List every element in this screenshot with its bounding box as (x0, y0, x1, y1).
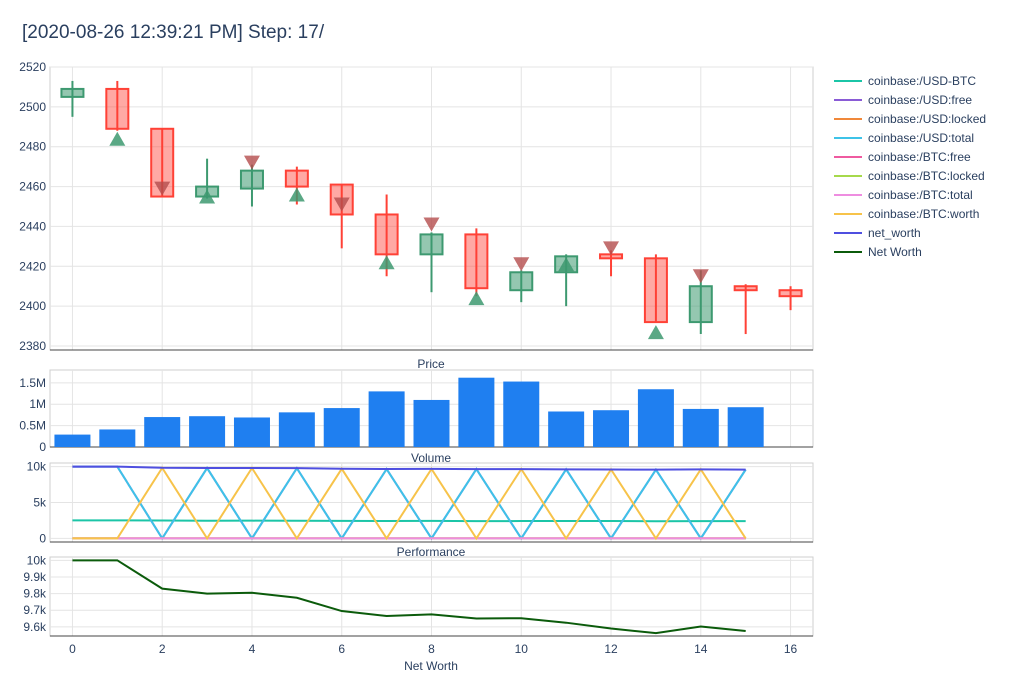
series-line (72, 519, 746, 523)
volume-bar (503, 381, 540, 447)
x-tick-label: 14 (694, 642, 708, 656)
legend-item: Net Worth (868, 245, 922, 259)
y-tick-label: 2440 (19, 219, 46, 233)
y-tick-label: 9.8k (23, 587, 47, 601)
volume-bar (233, 417, 270, 447)
y-tick-label: 0 (39, 440, 46, 454)
x-axis-label: Net Worth (404, 659, 458, 673)
y-tick-label: 2380 (19, 339, 46, 353)
candle-body (778, 289, 803, 298)
candle-body (419, 233, 444, 256)
y-tick-label: 9.7k (23, 603, 47, 617)
y-tick-label: 9.6k (23, 620, 47, 634)
volume-bar (682, 408, 719, 447)
series-line (72, 465, 747, 541)
sell-marker (333, 197, 350, 212)
volume-bar (323, 408, 360, 447)
panel-title-price: Price (417, 357, 445, 371)
sell-marker (692, 269, 709, 284)
buy-marker (647, 325, 664, 340)
candle-body (733, 285, 758, 292)
legend-item: coinbase:/USD:free (868, 93, 972, 107)
y-tick-label: 2420 (19, 259, 46, 273)
legend-item: coinbase:/BTC:total (868, 188, 973, 202)
buy-marker (558, 257, 575, 272)
candle-body (464, 233, 489, 290)
legend-item: coinbase:/USD-BTC (868, 74, 976, 88)
y-tick-label: 2500 (19, 100, 46, 114)
y-tick-label: 10k (27, 553, 47, 567)
sell-marker (513, 257, 530, 272)
legend-item: coinbase:/USD:locked (868, 112, 986, 126)
x-tick-label: 12 (604, 642, 618, 656)
x-tick-label: 16 (784, 642, 798, 656)
buy-marker (378, 255, 395, 270)
y-tick-label: 2460 (19, 180, 46, 194)
candle-body (60, 87, 85, 98)
volume-bar (727, 407, 764, 447)
volume-bar (593, 410, 630, 447)
sell-marker (154, 181, 171, 196)
buy-marker (468, 291, 485, 306)
volume-bar (458, 377, 495, 447)
sell-marker (243, 155, 260, 170)
x-tick-label: 0 (69, 642, 76, 656)
legend-item: net_worth (868, 226, 921, 240)
candle-body (688, 285, 713, 324)
candle-body (509, 271, 534, 292)
buy-marker (288, 187, 305, 202)
volume-bar (278, 412, 315, 447)
candle-body (284, 169, 309, 188)
candle-body (374, 213, 399, 256)
volume-bar (548, 411, 585, 447)
sell-marker (603, 241, 620, 256)
legend-item: coinbase:/BTC:free (868, 150, 971, 164)
chart-title: [2020-08-26 12:39:21 PM] Step: 17/ (22, 22, 325, 43)
y-tick-label: 1M (29, 397, 46, 411)
sell-marker (423, 217, 440, 232)
buy-marker (199, 189, 216, 204)
volume-bar (189, 416, 226, 447)
y-tick-label: 0 (39, 531, 46, 545)
y-tick-label: 10k (27, 460, 47, 474)
candle-body (239, 169, 264, 190)
y-tick-label: 9.9k (23, 570, 47, 584)
volume-bar (413, 399, 450, 447)
x-tick-label: 10 (515, 642, 529, 656)
x-tick-label: 4 (249, 642, 256, 656)
series-line (72, 465, 746, 471)
y-tick-label: 1.5M (19, 376, 46, 390)
y-tick-label: 2400 (19, 299, 46, 313)
x-tick-label: 6 (338, 642, 345, 656)
panel-title-performance: Performance (397, 545, 466, 559)
volume-bar (637, 389, 674, 447)
candle-body (150, 127, 175, 198)
y-tick-label: 2520 (19, 60, 46, 74)
legend-item: coinbase:/USD:total (868, 131, 974, 145)
buy-marker (109, 131, 126, 146)
panel-title-volume: Volume (411, 451, 451, 465)
volume-bar (144, 417, 181, 447)
y-tick-label: 5k (33, 496, 47, 510)
series-line (72, 559, 746, 635)
y-tick-label: 2480 (19, 140, 46, 154)
candle-body (105, 87, 130, 130)
candle-body (643, 257, 668, 324)
x-tick-label: 8 (428, 642, 435, 656)
y-tick-label: 0.5M (19, 419, 46, 433)
volume-bar (54, 434, 91, 447)
legend-item: coinbase:/BTC:locked (868, 169, 985, 183)
x-tick-label: 2 (159, 642, 166, 656)
volume-bar (368, 391, 405, 447)
volume-bar (99, 429, 136, 447)
legend-item: coinbase:/BTC:worth (868, 207, 979, 221)
